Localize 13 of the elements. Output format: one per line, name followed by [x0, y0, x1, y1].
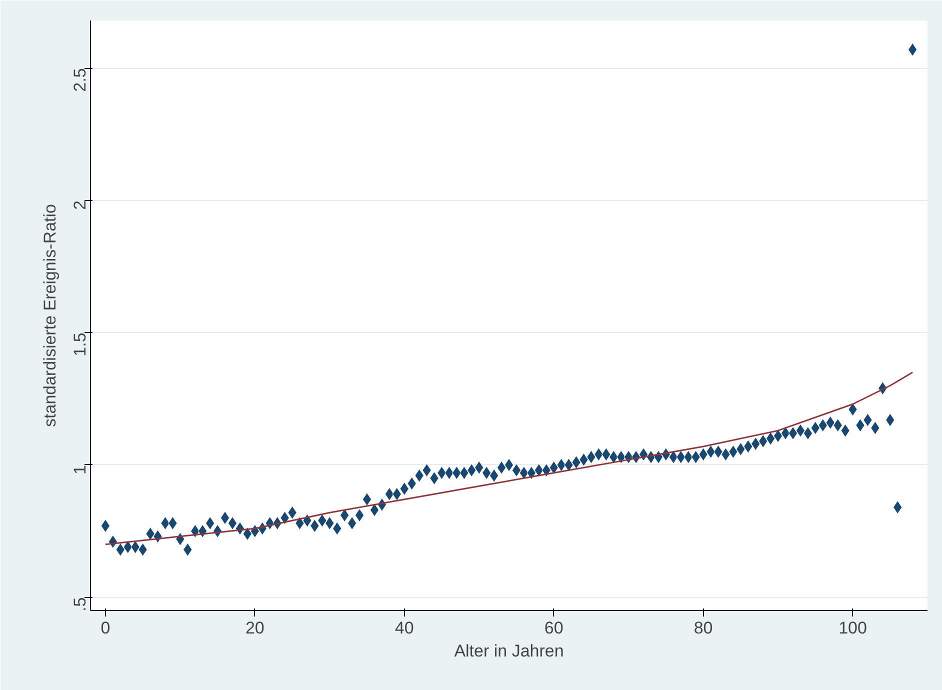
x-tick-label: 60: [544, 618, 564, 638]
y-tick-label: 1: [70, 464, 90, 474]
x-tick-label: 80: [694, 618, 713, 638]
x-tick-label: 40: [394, 618, 414, 638]
y-tick-label: 1.5: [70, 332, 90, 356]
x-tick-label: 20: [245, 618, 264, 638]
y-tick-label: .5: [70, 597, 90, 612]
x-tick-label: 0: [100, 618, 110, 638]
x-tick-label: 100: [838, 618, 867, 638]
y-tick-label: 2: [70, 200, 90, 210]
x-axis-title: Alter in Jahren: [454, 642, 564, 660]
y-tick-label: 2.5: [70, 68, 90, 92]
y-axis-title: standardisierte Ereignis-Ratio: [40, 204, 60, 427]
